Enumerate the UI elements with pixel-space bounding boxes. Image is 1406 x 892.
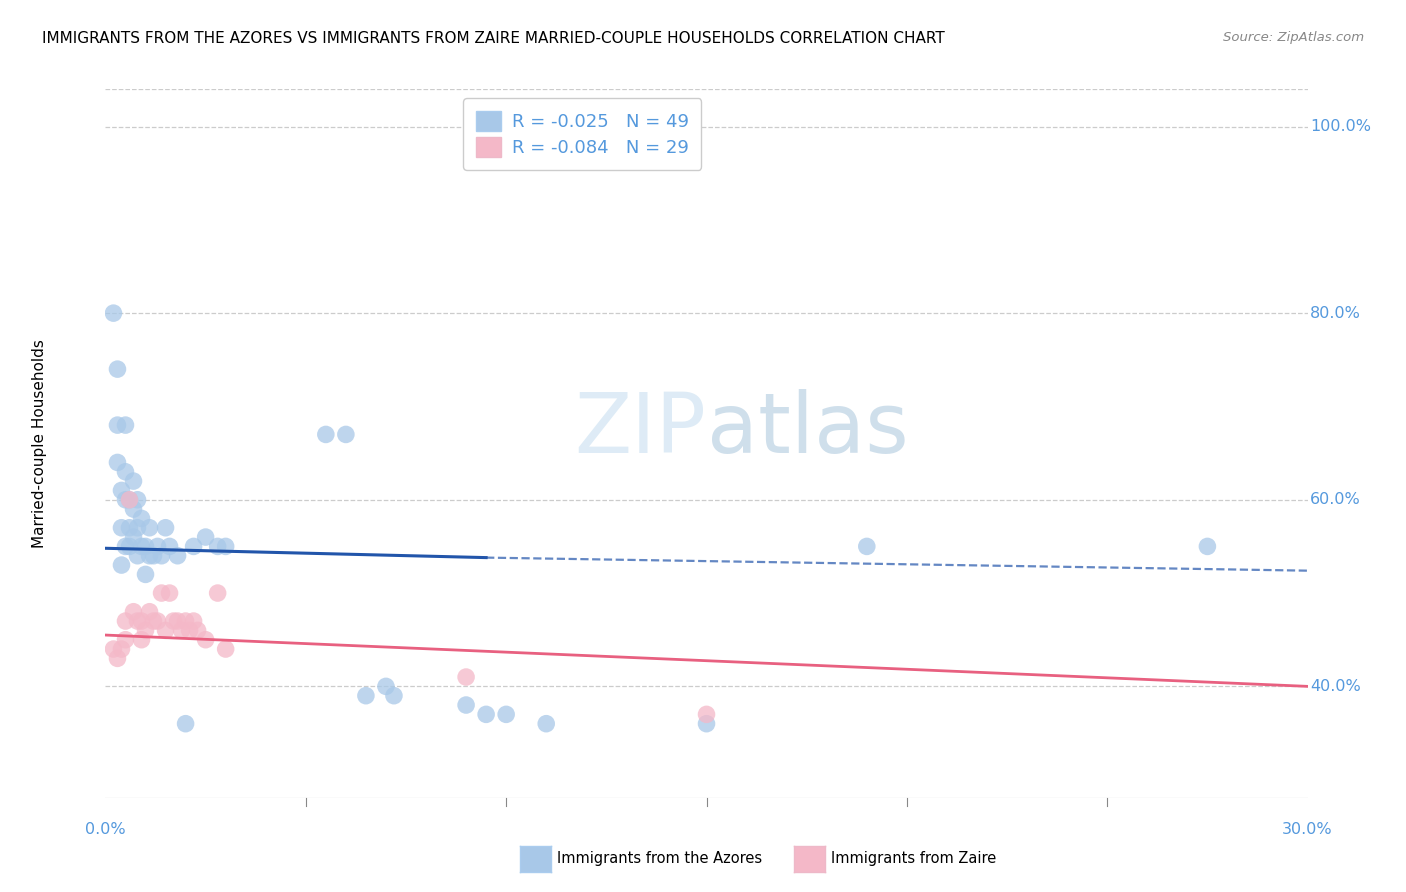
Text: 30.0%: 30.0% [1282, 822, 1333, 837]
Point [114, 492, 136, 507]
Point [110, 521, 132, 535]
Point [107, 455, 129, 469]
Point [166, 549, 188, 563]
Point [107, 362, 129, 376]
Point [118, 492, 141, 507]
Point [374, 679, 398, 693]
Point [127, 549, 149, 563]
Point [135, 540, 157, 554]
Point [475, 707, 498, 722]
Point [131, 511, 153, 525]
Point [146, 540, 169, 554]
Point [155, 624, 177, 638]
Point [150, 549, 173, 563]
Point [110, 642, 132, 657]
Text: ZIP: ZIP [575, 389, 707, 470]
Point [495, 707, 517, 722]
Point [315, 427, 337, 442]
Point [696, 716, 718, 731]
Point [855, 540, 877, 554]
Point [194, 632, 217, 647]
Point [207, 540, 229, 554]
Point [118, 492, 141, 507]
Point [207, 586, 229, 600]
Text: Immigrants from the Azores: Immigrants from the Azores [557, 851, 762, 865]
Point [142, 549, 165, 563]
Point [114, 418, 136, 433]
Point [159, 540, 181, 554]
Point [454, 698, 477, 712]
Text: Immigrants from Zaire: Immigrants from Zaire [831, 851, 997, 865]
Point [138, 521, 160, 535]
Point [131, 540, 153, 554]
Text: Source: ZipAtlas.com: Source: ZipAtlas.com [1223, 31, 1364, 45]
Point [131, 614, 153, 628]
Point [118, 540, 141, 554]
Point [103, 642, 125, 657]
Point [107, 651, 129, 665]
Point [114, 632, 136, 647]
Point [174, 716, 197, 731]
Point [118, 521, 141, 535]
Point [107, 418, 129, 433]
Point [138, 549, 160, 563]
Point [170, 624, 193, 638]
Point [150, 586, 173, 600]
Point [166, 614, 188, 628]
Point [214, 642, 236, 657]
Point [382, 689, 405, 703]
Point [103, 306, 125, 320]
Point [138, 605, 160, 619]
Point [146, 614, 169, 628]
Point [696, 707, 718, 722]
Point [142, 614, 165, 628]
Point [122, 474, 145, 488]
Point [110, 558, 132, 572]
Point [110, 483, 132, 498]
Point [135, 567, 157, 582]
Point [122, 605, 145, 619]
Point [194, 530, 217, 544]
Text: 60.0%: 60.0% [1310, 492, 1361, 508]
Text: 40.0%: 40.0% [1310, 679, 1361, 694]
Point [127, 614, 149, 628]
Point [122, 530, 145, 544]
Text: 0.0%: 0.0% [86, 822, 125, 837]
Point [127, 521, 149, 535]
Point [155, 521, 177, 535]
Point [534, 716, 557, 731]
Point [159, 586, 181, 600]
Point [162, 614, 184, 628]
Point [114, 614, 136, 628]
Point [1197, 540, 1219, 554]
Point [114, 465, 136, 479]
Point [174, 614, 197, 628]
Text: 80.0%: 80.0% [1310, 306, 1361, 320]
Point [179, 624, 201, 638]
Text: 100.0%: 100.0% [1310, 119, 1371, 134]
Point [183, 614, 205, 628]
Point [131, 632, 153, 647]
Point [214, 540, 236, 554]
Legend: R = -0.025   N = 49, R = -0.084   N = 29: R = -0.025 N = 49, R = -0.084 N = 29 [463, 98, 702, 169]
Point [187, 624, 209, 638]
Point [335, 427, 357, 442]
Text: Married-couple Households: Married-couple Households [32, 339, 46, 549]
Point [127, 492, 149, 507]
Text: IMMIGRANTS FROM THE AZORES VS IMMIGRANTS FROM ZAIRE MARRIED-COUPLE HOUSEHOLDS CO: IMMIGRANTS FROM THE AZORES VS IMMIGRANTS… [42, 31, 945, 46]
Point [122, 502, 145, 516]
Point [114, 540, 136, 554]
Point [135, 624, 157, 638]
Point [354, 689, 377, 703]
Text: atlas: atlas [707, 389, 908, 470]
Point [454, 670, 477, 684]
Point [183, 540, 205, 554]
